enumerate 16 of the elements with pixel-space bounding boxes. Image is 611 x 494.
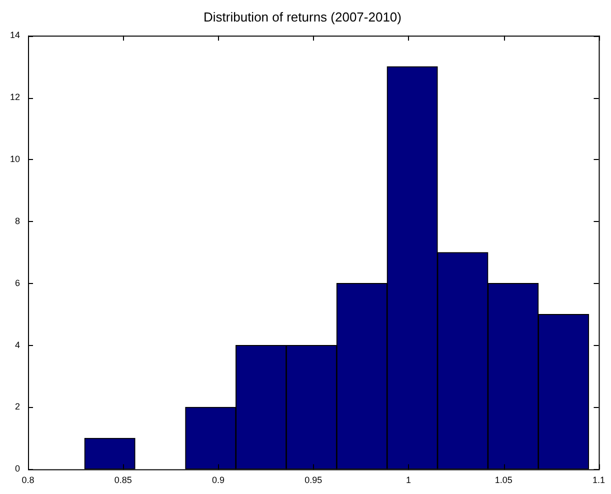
x-tick-label: 1.05 [494,475,512,486]
x-tick-label: 0.9 [212,475,225,486]
chart-title: Distribution of returns (2007-2010) [204,9,402,24]
x-tick-label: 1.1 [592,475,605,486]
y-tick-label: 4 [14,340,20,350]
y-tick-label: 10 [10,154,20,164]
y-tick-label: 12 [10,92,20,102]
y-tick-label: 8 [14,216,20,226]
x-tick-label: 0.8 [22,475,34,486]
x-tick-label: 0.95 [304,475,322,486]
y-tick-label: 14 [10,30,20,40]
x-tick-label: 0.85 [114,475,132,486]
y-tick-label: 2 [14,402,20,412]
y-tick-label: 0 [14,464,20,474]
x-tick-label: 1 [406,475,412,486]
y-tick-label: 6 [14,278,20,288]
